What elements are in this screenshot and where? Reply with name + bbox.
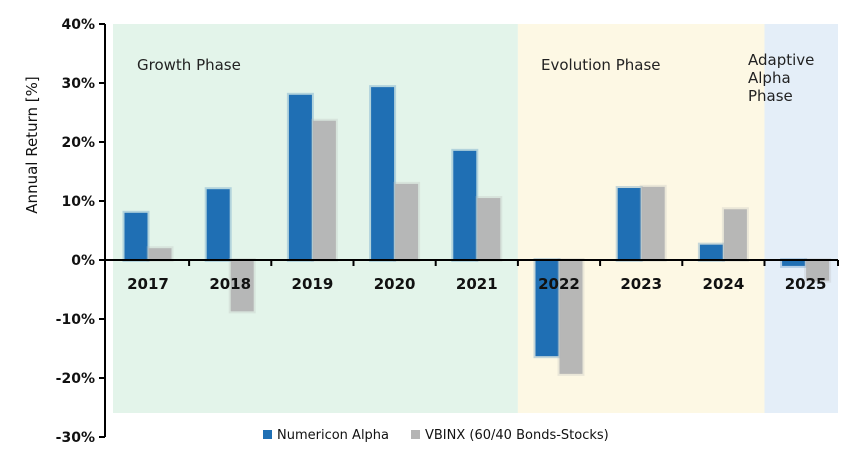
bar-numericon-2019 — [288, 94, 312, 260]
bar-numericon-2021 — [453, 150, 477, 260]
x-tick-label-2023: 2023 — [620, 275, 662, 293]
phase-label-2: Adaptive Alpha Phase — [748, 51, 814, 105]
bar-numericon-2017 — [124, 212, 148, 260]
y-tick-label: 40% — [61, 17, 95, 33]
phase-backgrounds: Growth Phase Evolution Phase Adaptive Alpha… — [113, 24, 838, 413]
bar-vbinx-2025 — [806, 260, 830, 281]
bar-vbinx-2018 — [230, 260, 254, 312]
phase-label-1: Evolution Phase — [541, 56, 661, 74]
y-tick-label: -30% — [56, 430, 95, 446]
y-tick-label: -10% — [56, 312, 95, 328]
x-tick-label-2022: 2022 — [538, 275, 580, 293]
bar-numericon-2025 — [782, 260, 806, 266]
y-tick-label: 0% — [71, 253, 95, 269]
legend: Numericon Alpha VBINX (60/40 Bonds-Stocks… — [263, 428, 609, 443]
phase-label-line: Growth Phase — [137, 56, 241, 74]
bar-numericon-2022 — [535, 260, 559, 357]
phase-band-2 — [764, 24, 838, 413]
bar-vbinx-2022 — [559, 260, 583, 374]
bar-vbinx-2017 — [148, 248, 172, 260]
bar-numericon-2023 — [617, 188, 641, 260]
x-tick-label-2018: 2018 — [209, 275, 251, 293]
bar-numericon-2020 — [371, 87, 395, 260]
phase-label-line: Phase — [748, 87, 793, 105]
y-tick-label: -20% — [56, 371, 95, 387]
bar-vbinx-2023 — [641, 186, 665, 260]
phase-label-line: Alpha — [748, 69, 791, 87]
bar-vbinx-2019 — [312, 120, 336, 260]
legend-swatch-0 — [263, 430, 272, 439]
labels: 2017 2018 2019 2020 2021 2022 2023 2024 2025 — [127, 275, 826, 293]
y-tick-label: 30% — [61, 76, 95, 92]
x-tick-label-2025: 2025 — [785, 275, 827, 293]
bar-vbinx-2024 — [723, 209, 747, 260]
legend-label-0: Numericon Alpha — [277, 428, 389, 443]
legend-swatch-1 — [411, 430, 420, 439]
legend-label-1: VBINX (60/40 Bonds-Stocks) — [425, 428, 609, 443]
bar-numericon-2018 — [206, 189, 230, 260]
axes: -30% -20% -10% 0% 10% 20% 30% 40% — [56, 17, 839, 446]
y-tick-label: 10% — [61, 194, 95, 210]
bar-numericon-2024 — [699, 244, 723, 260]
x-tick-label-2020: 2020 — [374, 275, 416, 293]
bar-vbinx-2021 — [477, 198, 501, 260]
y-axis-label: Annual Return [%] — [23, 76, 41, 213]
x-tick-label-2017: 2017 — [127, 275, 169, 293]
x-tick-label-2019: 2019 — [292, 275, 334, 293]
phase-label-0: Growth Phase — [137, 56, 241, 74]
bar-vbinx-2020 — [395, 183, 419, 260]
phase-label-line: Adaptive — [748, 51, 814, 69]
x-tick-label-2021: 2021 — [456, 275, 498, 293]
phase-label-line: Evolution Phase — [541, 56, 661, 74]
y-tick-label: 20% — [61, 135, 95, 151]
phase-band-1 — [517, 24, 765, 413]
bars — [122, 85, 832, 376]
x-tick-label-2024: 2024 — [703, 275, 745, 293]
